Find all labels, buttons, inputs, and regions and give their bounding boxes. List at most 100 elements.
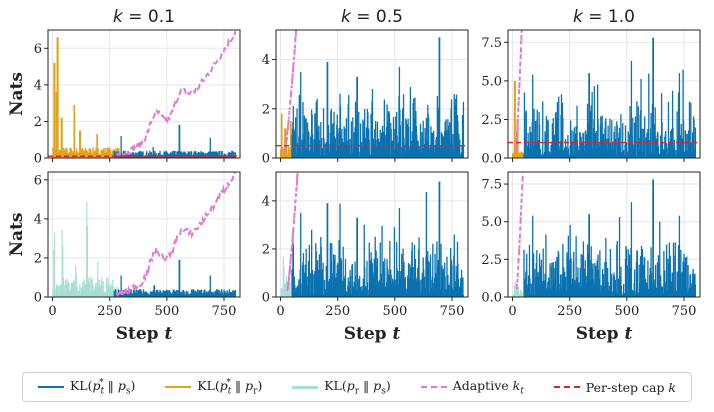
- bar: [106, 277, 108, 297]
- bar: [517, 286, 519, 297]
- bar: [88, 277, 90, 297]
- bar: [92, 283, 94, 297]
- bar: [60, 284, 62, 297]
- y-tick-label: 5.0: [481, 74, 502, 89]
- y-tick-label: 7.5: [481, 36, 502, 51]
- bar: [77, 290, 80, 297]
- bar: [65, 284, 67, 297]
- y-tick-label: 4: [34, 212, 42, 227]
- y-ticks: 0 2 4 6: [34, 42, 48, 167]
- bar: [112, 290, 115, 297]
- bar: [58, 293, 60, 297]
- series-kl-opt-s: [523, 37, 697, 158]
- bar: [77, 293, 79, 297]
- legend-item-kl-r-s: KL(pr ‖ ps): [292, 377, 391, 397]
- x-tick-label: 750: [212, 304, 237, 319]
- panel: 0 2 4: [262, 29, 469, 167]
- bar: [98, 279, 100, 297]
- bar: [281, 289, 284, 297]
- x-tick-label: 0: [276, 304, 284, 319]
- bar: [82, 289, 84, 297]
- legend-swatch: [37, 386, 64, 388]
- panel-frame: [507, 29, 701, 159]
- bar: [514, 281, 516, 297]
- bar: [99, 286, 101, 297]
- column-title: k = 1.0: [573, 7, 635, 27]
- bar: [94, 287, 96, 297]
- y-tick-label: 7.5: [481, 178, 502, 193]
- bar: [69, 290, 71, 297]
- panel: 0.0 2.5 5.0 7.5: [481, 29, 701, 167]
- legend-label: KL(pr ‖ ps): [324, 377, 391, 397]
- x-tick-label: 0: [48, 304, 56, 319]
- y-tick-label: 4: [262, 53, 270, 68]
- panels: 0 2 4 6 0 2 4 0.0 2.5 5.0 7.5 0 2 4 6 0 250 500 750 0 2 4 0 250…: [34, 29, 701, 319]
- legend: KL(pt* ‖ ps) KL(pt* ‖ pr) KL(pr ‖ ps) Ad…: [22, 372, 692, 402]
- bar: [104, 293, 106, 297]
- bar: [102, 281, 104, 297]
- x-tick-label: 0: [508, 304, 516, 319]
- bar: [76, 287, 78, 297]
- x-axis-labels: Step t Step t Step t: [116, 324, 633, 344]
- bar: [82, 282, 84, 297]
- bar: [282, 256, 284, 297]
- legend-swatch: [420, 386, 447, 388]
- plot-area: [512, 172, 697, 297]
- panel: 0 2 4 0 250 500 750: [262, 171, 469, 319]
- y-ticks: 0 2 4: [262, 194, 276, 306]
- bar: [513, 294, 515, 297]
- bar: [85, 284, 87, 297]
- x-tick-label: 750: [440, 304, 465, 319]
- bar: [59, 285, 61, 297]
- y-tick-label: 0: [34, 291, 42, 306]
- bar: [518, 287, 520, 297]
- bar: [87, 282, 89, 297]
- bar: [520, 289, 522, 297]
- bar: [97, 261, 99, 297]
- bar: [66, 278, 68, 297]
- bar: [520, 290, 522, 297]
- adaptive-kt-line: [115, 172, 236, 297]
- bar: [515, 291, 517, 297]
- bar: [111, 285, 113, 297]
- bar: [63, 293, 65, 297]
- bar: [71, 282, 73, 297]
- bar: [101, 277, 103, 297]
- y-tick-label: 6: [34, 173, 42, 188]
- bar: [286, 275, 288, 297]
- bar: [280, 287, 282, 297]
- y-tick-label: 2: [262, 102, 270, 117]
- bar: [108, 293, 110, 297]
- y-ticks: 0.0 2.5 5.0 7.5: [481, 36, 508, 167]
- bar: [513, 285, 516, 297]
- y-tick-label: 0: [262, 291, 270, 306]
- plot-area: [508, 30, 700, 158]
- bar: [61, 229, 63, 297]
- bar: [68, 283, 70, 297]
- y-tick-label: 2: [262, 242, 270, 257]
- bar: [284, 283, 286, 297]
- bar: [74, 287, 76, 297]
- bar: [62, 246, 64, 297]
- bar: [80, 293, 82, 297]
- bar: [72, 282, 74, 297]
- y-tick-label: 4: [262, 194, 270, 209]
- series-kl-opt-s: [523, 179, 697, 297]
- adaptive-kt-line: [115, 30, 237, 158]
- bar: [83, 279, 85, 297]
- series-kl-r-s: [52, 201, 120, 297]
- plot-area: [48, 30, 240, 158]
- bar: [106, 289, 108, 297]
- panel-frame: [507, 171, 701, 298]
- y-axis-label: Nats: [7, 213, 27, 257]
- bar: [89, 292, 91, 297]
- bar: [108, 285, 110, 297]
- y-tick-label: 2.5: [481, 253, 502, 268]
- panel-frame: [47, 29, 241, 159]
- bar: [289, 282, 291, 297]
- series-kl-opt-r: [279, 113, 294, 158]
- x-axis-label: Step t: [116, 324, 173, 344]
- bar: [91, 279, 93, 297]
- panel-frame: [275, 171, 469, 298]
- legend-item-cap: Per-step cap k: [553, 380, 676, 395]
